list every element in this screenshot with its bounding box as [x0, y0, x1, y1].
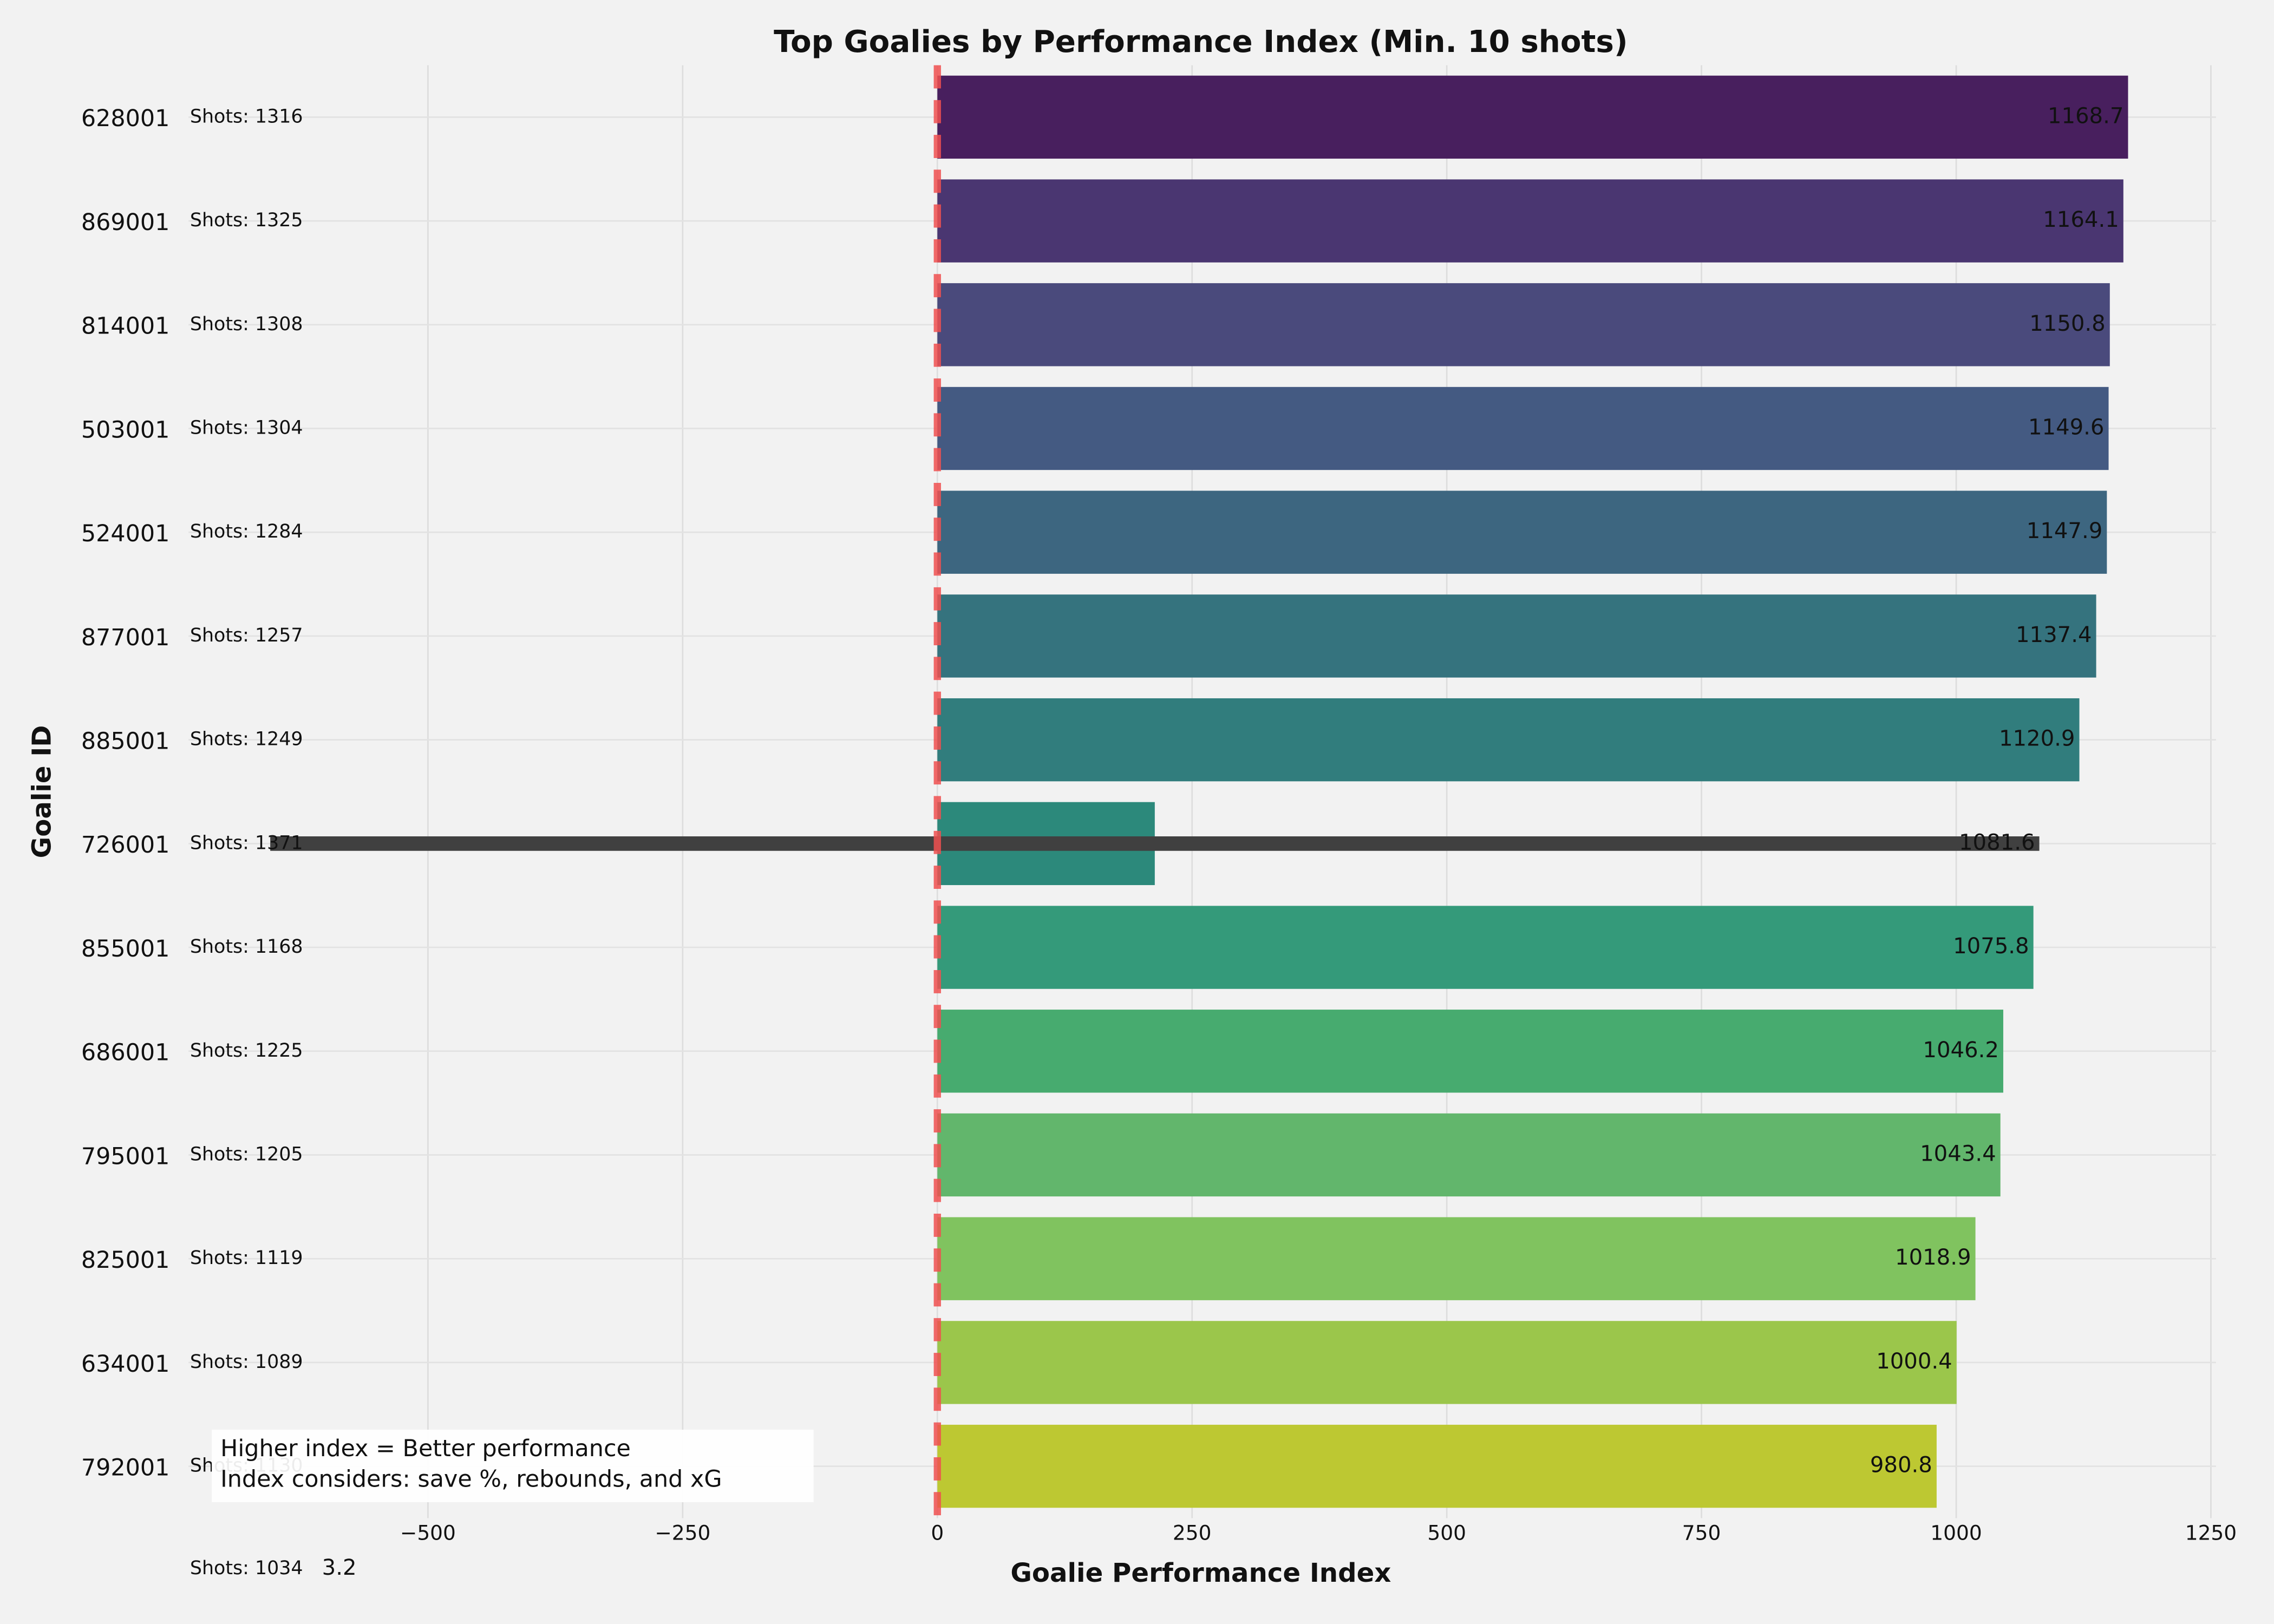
- x-tick-label: 1250: [2185, 1521, 2237, 1544]
- x-tick-label: −250: [655, 1521, 710, 1544]
- y-tick-label: 814001: [81, 313, 170, 340]
- shots-label: Shots: 1316: [190, 106, 303, 127]
- y-tick-label: 503001: [81, 416, 170, 443]
- shots-label: Shots: 1205: [190, 1143, 303, 1165]
- bar: [937, 75, 2128, 159]
- bar: [937, 490, 2107, 574]
- bar: [937, 387, 2109, 470]
- bar: [937, 1321, 1957, 1404]
- bar: [937, 594, 2096, 678]
- shots-label: Shots: 1225: [190, 1040, 303, 1062]
- bar: [937, 1010, 2003, 1093]
- bar: [937, 698, 2080, 782]
- value-label: 1081.6: [1959, 830, 2035, 855]
- x-axis-label: Goalie Performance Index: [1010, 1558, 1391, 1588]
- value-label: 1075.8: [1953, 934, 2029, 959]
- bar: [937, 906, 2034, 989]
- bar: [937, 1113, 2001, 1197]
- value-label: 1147.9: [2027, 519, 2103, 543]
- shots-label: Shots: 1119: [190, 1247, 303, 1269]
- chart-title: Top Goalies by Performance Index (Min. 1…: [774, 24, 1628, 60]
- value-label: 1150.8: [2029, 311, 2106, 336]
- shots-label: Shots: 1257: [190, 625, 303, 646]
- overflow-value-label: 3.2: [322, 1555, 357, 1580]
- y-tick-label: 726001: [81, 831, 170, 859]
- annotation-text: Higher index = Better performance: [220, 1435, 631, 1462]
- x-tick-label: 1000: [1930, 1521, 1982, 1544]
- x-tick-label: 0: [931, 1521, 944, 1544]
- y-tick-label: 825001: [81, 1247, 170, 1274]
- overflow-shots-label: Shots: 1034: [190, 1557, 303, 1579]
- shots-label: Shots: 1089: [190, 1351, 303, 1373]
- y-tick-label: 855001: [81, 935, 170, 962]
- shots-label: Shots: 1325: [190, 209, 303, 231]
- shots-label: Shots: 1168: [190, 936, 303, 958]
- value-label: 1046.2: [1923, 1038, 1999, 1063]
- bar: [937, 179, 2123, 263]
- y-axis-label: Goalie ID: [27, 725, 57, 859]
- shots-label: Shots: 1284: [190, 521, 303, 542]
- y-tick-label: 877001: [81, 624, 170, 651]
- y-tick-label: 524001: [81, 520, 170, 547]
- y-tick-label: 885001: [81, 728, 170, 755]
- y-tick-label: 792001: [81, 1454, 170, 1481]
- bar: [937, 1217, 1976, 1300]
- bar: [937, 283, 2110, 366]
- bar: [937, 1424, 1937, 1508]
- shots-label: Shots: 1308: [190, 313, 303, 335]
- annotation-text: Index considers: save %, rebounds, and x…: [220, 1465, 722, 1492]
- annotation-box: [212, 1430, 814, 1502]
- value-label: 1018.9: [1895, 1245, 1971, 1270]
- x-tick-label: −500: [400, 1521, 456, 1544]
- x-tick-label: 750: [1682, 1521, 1721, 1544]
- x-tick-label: 500: [1427, 1521, 1466, 1544]
- shots-label: Shots: 1304: [190, 417, 303, 439]
- y-tick-label: 795001: [81, 1143, 170, 1170]
- value-label: 1120.9: [1999, 726, 2075, 751]
- value-label: 980.8: [1870, 1453, 1932, 1478]
- value-label: 1000.4: [1876, 1349, 1952, 1374]
- x-tick-label: 250: [1173, 1521, 1212, 1544]
- y-tick-label: 634001: [81, 1351, 170, 1378]
- value-label: 1149.6: [2028, 415, 2105, 440]
- shots-label: Shots: 1371: [190, 832, 303, 854]
- value-label: 1137.4: [2016, 623, 2092, 647]
- y-tick-label: 628001: [81, 105, 170, 132]
- value-label: 1164.1: [2043, 207, 2119, 232]
- value-label: 1043.4: [1920, 1141, 1996, 1166]
- shots-label: Shots: 1249: [190, 729, 303, 750]
- value-label: 1168.7: [2048, 103, 2124, 128]
- y-tick-label: 686001: [81, 1039, 170, 1066]
- y-tick-label: 869001: [81, 209, 170, 236]
- marks: 1168.7 Shots: 1316 1164.1 Shots: 1325 1150.8…: [190, 65, 2128, 1518]
